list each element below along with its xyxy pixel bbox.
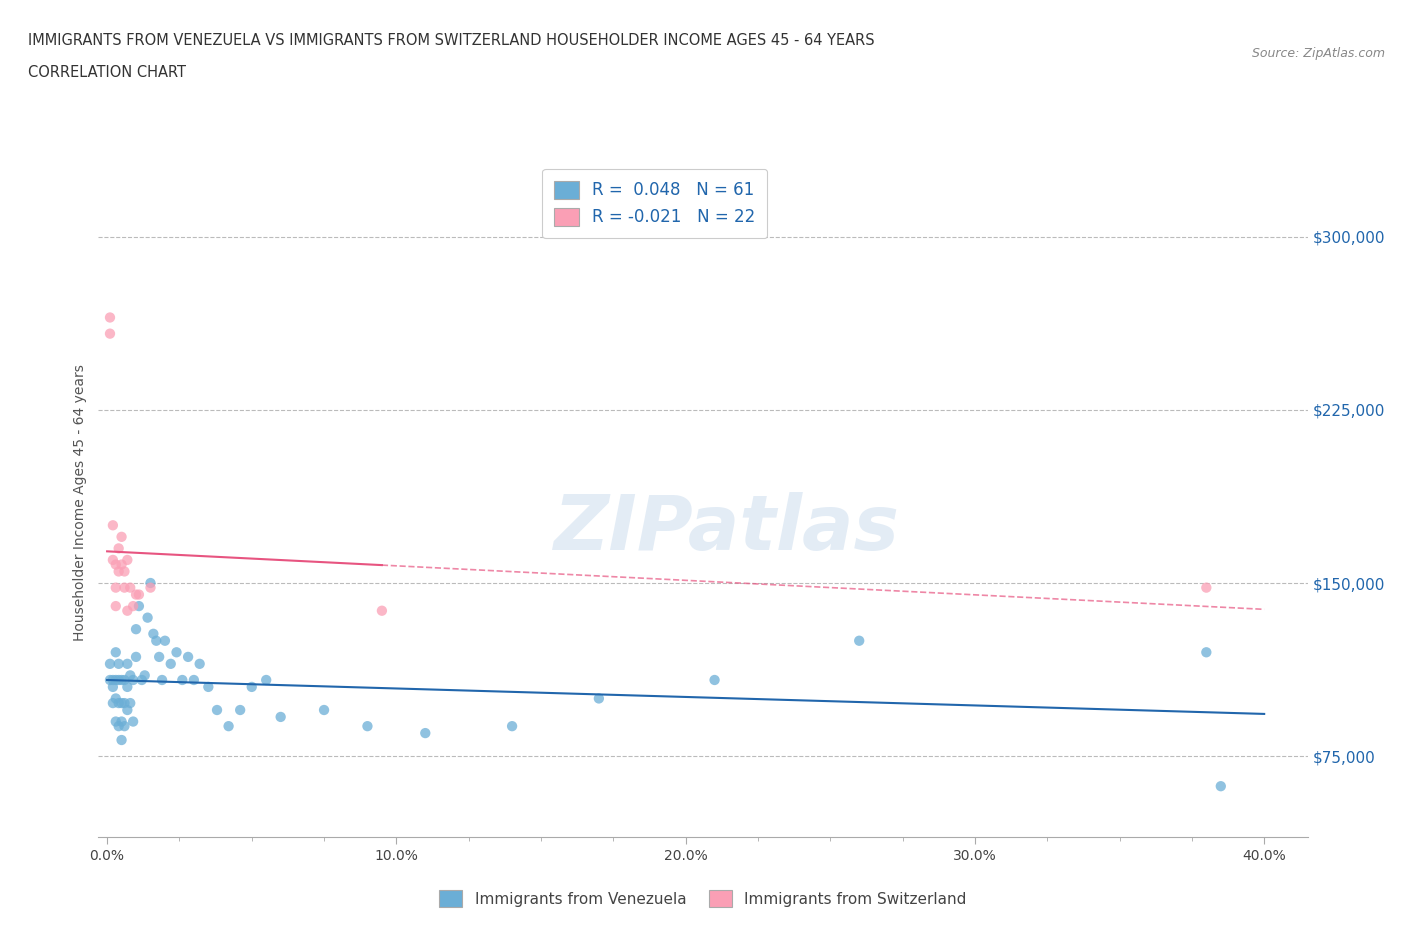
Point [117, 552, 139, 567]
Point [107, 541, 129, 556]
Point [117, 657, 139, 671]
Point [114, 672, 136, 687]
Point [104, 714, 127, 729]
Point [172, 672, 194, 687]
Text: ZIPatlas: ZIPatlas [554, 492, 900, 566]
Point [120, 668, 142, 683]
Point [125, 622, 148, 637]
Point [139, 580, 162, 595]
Point [98, 672, 121, 687]
Point [1195, 580, 1218, 595]
Point [136, 610, 159, 625]
Point [128, 587, 150, 602]
Point [240, 680, 263, 695]
Point [188, 657, 211, 671]
Point [122, 672, 145, 687]
Legend: Immigrants from Venezuela, Immigrants from Switzerland: Immigrants from Venezuela, Immigrants fr… [433, 884, 973, 913]
Point [104, 672, 127, 687]
Point [139, 576, 162, 591]
Point [183, 672, 205, 687]
Point [104, 644, 127, 659]
Point [101, 680, 124, 695]
Point [110, 714, 132, 729]
Point [150, 672, 173, 687]
Text: CORRELATION CHART: CORRELATION CHART [28, 65, 186, 80]
Point [148, 649, 170, 664]
Point [371, 604, 394, 618]
Point [114, 719, 136, 734]
Point [218, 719, 240, 734]
Point [356, 719, 378, 734]
Point [125, 587, 148, 602]
Point [98, 326, 121, 341]
Point [104, 557, 127, 572]
Point [110, 672, 132, 687]
Point [107, 657, 129, 671]
Point [117, 702, 139, 717]
Point [501, 719, 523, 734]
Point [107, 696, 129, 711]
Text: Source: ZipAtlas.com: Source: ZipAtlas.com [1251, 46, 1385, 60]
Point [125, 649, 148, 664]
Point [114, 564, 136, 578]
Point [270, 710, 292, 724]
Point [110, 696, 132, 711]
Point [131, 672, 153, 687]
Point [312, 702, 335, 717]
Point [104, 691, 127, 706]
Point [120, 696, 142, 711]
Point [104, 580, 127, 595]
Point [114, 580, 136, 595]
Point [128, 599, 150, 614]
Point [117, 680, 139, 695]
Point [205, 702, 228, 717]
Point [101, 518, 124, 533]
Point [177, 649, 200, 664]
Point [114, 696, 136, 711]
Point [110, 529, 132, 544]
Point [254, 672, 277, 687]
Point [166, 644, 188, 659]
Point [159, 657, 181, 671]
Point [703, 672, 725, 687]
Point [122, 599, 145, 614]
Point [107, 719, 129, 734]
Text: IMMIGRANTS FROM VENEZUELA VS IMMIGRANTS FROM SWITZERLAND HOUSEHOLDER INCOME AGES: IMMIGRANTS FROM VENEZUELA VS IMMIGRANTS … [28, 33, 875, 47]
Legend: R =  0.048   N = 61, R = -0.021   N = 22: R = 0.048 N = 61, R = -0.021 N = 22 [543, 169, 768, 238]
Point [110, 557, 132, 572]
Point [117, 604, 139, 618]
Point [122, 714, 145, 729]
Point [413, 725, 436, 740]
Point [229, 702, 252, 717]
Point [110, 733, 132, 748]
Point [588, 691, 610, 706]
Point [848, 633, 870, 648]
Point [98, 657, 121, 671]
Point [104, 599, 127, 614]
Point [101, 672, 124, 687]
Y-axis label: Householder Income Ages 45 - 64 years: Householder Income Ages 45 - 64 years [73, 364, 87, 641]
Point [142, 627, 165, 642]
Point [1195, 644, 1218, 659]
Point [120, 580, 142, 595]
Point [101, 696, 124, 711]
Point [197, 680, 219, 695]
Point [98, 310, 121, 325]
Point [153, 633, 176, 648]
Point [145, 633, 167, 648]
Point [107, 672, 129, 687]
Point [107, 564, 129, 578]
Point [134, 668, 156, 683]
Point [101, 552, 124, 567]
Point [1209, 778, 1232, 793]
